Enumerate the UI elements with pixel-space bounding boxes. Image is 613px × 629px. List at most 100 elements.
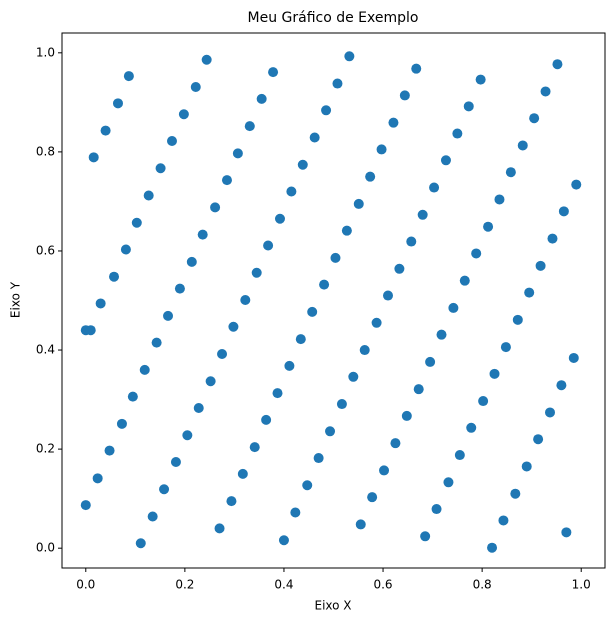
point <box>533 434 544 445</box>
point <box>521 461 532 472</box>
y-axis-label: Eixo Y <box>9 281 23 318</box>
point <box>440 155 451 166</box>
point <box>483 221 494 232</box>
point <box>274 213 285 224</box>
point <box>376 144 387 155</box>
x-tick-label: 0.6 <box>373 578 392 592</box>
point <box>80 500 91 511</box>
point <box>535 260 546 271</box>
point <box>545 407 556 418</box>
point <box>454 450 465 461</box>
point <box>197 229 208 240</box>
point <box>475 74 486 85</box>
point <box>558 206 569 217</box>
x-tick-label: 0.8 <box>473 578 492 592</box>
x-tick-label: 0.0 <box>76 578 95 592</box>
point <box>205 376 216 387</box>
point <box>489 368 500 379</box>
point <box>429 182 440 193</box>
point <box>240 295 251 306</box>
point <box>232 148 243 159</box>
point <box>359 345 370 356</box>
point <box>201 54 212 65</box>
point <box>399 90 410 101</box>
point <box>143 190 154 201</box>
point <box>237 468 248 479</box>
point <box>290 507 301 518</box>
point <box>529 113 540 124</box>
point <box>505 167 516 178</box>
y-tick-label: 0.4 <box>36 343 55 357</box>
point <box>330 252 341 263</box>
point <box>571 179 582 190</box>
point <box>540 86 551 97</box>
point <box>517 140 528 151</box>
point <box>228 321 239 332</box>
point <box>186 256 197 267</box>
chart-title: Meu Gráfico de Exemplo <box>248 10 419 26</box>
point <box>193 402 204 413</box>
point <box>159 484 170 495</box>
point <box>353 198 364 209</box>
point <box>313 453 324 464</box>
point <box>425 356 436 367</box>
y-tick-label: 0.2 <box>36 442 55 456</box>
point <box>214 523 225 534</box>
point <box>498 515 509 526</box>
point <box>210 202 221 213</box>
point <box>284 360 295 371</box>
point <box>552 59 563 70</box>
point <box>325 426 336 437</box>
point <box>309 132 320 143</box>
point <box>332 78 343 89</box>
x-tick-label: 0.4 <box>274 578 293 592</box>
point <box>394 263 405 274</box>
point <box>568 352 579 363</box>
point <box>459 275 470 286</box>
point <box>100 125 111 136</box>
point <box>341 225 352 236</box>
point <box>174 283 185 294</box>
point <box>166 135 177 146</box>
point <box>471 248 482 259</box>
point <box>413 384 424 395</box>
point <box>170 456 181 467</box>
point <box>500 342 511 353</box>
point <box>367 492 378 503</box>
point <box>178 109 189 120</box>
point <box>371 317 382 328</box>
point <box>221 175 232 186</box>
point <box>85 325 96 336</box>
point <box>251 267 262 278</box>
point <box>336 399 347 410</box>
point <box>390 438 401 449</box>
point <box>448 302 459 313</box>
point <box>382 290 393 301</box>
point <box>249 442 260 453</box>
point <box>466 422 477 433</box>
point <box>388 117 399 128</box>
point <box>297 159 308 170</box>
point <box>261 414 272 425</box>
point <box>494 194 505 205</box>
point <box>321 105 332 116</box>
point <box>547 233 558 244</box>
point <box>263 240 274 251</box>
y-tick-label: 1.0 <box>36 45 55 59</box>
point <box>131 217 142 228</box>
point <box>286 186 297 197</box>
point <box>411 63 422 74</box>
point <box>365 171 376 182</box>
point <box>348 371 359 382</box>
point <box>478 396 489 407</box>
y-tick-label: 0.8 <box>36 144 55 158</box>
point <box>443 477 454 488</box>
x-axis-label: Eixo X <box>314 599 351 613</box>
point <box>92 473 103 484</box>
point <box>561 527 572 538</box>
point <box>487 542 498 553</box>
point <box>512 314 523 325</box>
point <box>319 279 330 290</box>
point <box>436 329 447 340</box>
